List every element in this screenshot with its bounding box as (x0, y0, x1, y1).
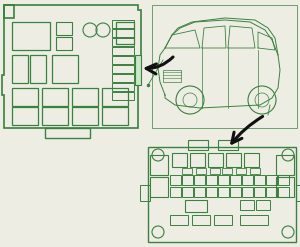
Bar (278, 187, 289, 197)
Bar (276, 155, 294, 175)
Bar (112, 74, 134, 82)
Bar (242, 175, 253, 185)
Bar (182, 187, 193, 197)
Bar (112, 20, 134, 28)
Bar (112, 47, 134, 55)
Bar (190, 153, 205, 167)
Bar (72, 88, 98, 106)
Bar (256, 200, 270, 210)
Bar (112, 56, 134, 64)
Bar (12, 88, 38, 106)
Bar (296, 185, 300, 201)
Bar (12, 22, 50, 50)
Bar (42, 107, 68, 125)
Bar (240, 215, 268, 225)
Bar (12, 55, 28, 83)
Bar (112, 92, 134, 100)
Bar (182, 168, 192, 174)
Bar (182, 175, 193, 185)
Bar (152, 5, 297, 128)
Bar (226, 153, 241, 167)
Bar (276, 177, 294, 197)
Bar (278, 175, 289, 185)
Bar (242, 187, 253, 197)
Bar (150, 177, 168, 197)
Bar (194, 175, 205, 185)
Bar (230, 187, 241, 197)
Bar (72, 107, 98, 125)
Bar (102, 107, 128, 125)
Bar (240, 200, 254, 210)
Bar (244, 153, 259, 167)
Bar (12, 107, 38, 125)
Bar (150, 155, 168, 175)
Bar (250, 168, 260, 174)
Bar (45, 128, 90, 138)
Bar (196, 168, 206, 174)
Bar (140, 185, 150, 201)
Bar (172, 153, 187, 167)
Bar (52, 55, 78, 83)
Bar (210, 168, 220, 174)
Bar (112, 83, 134, 91)
Bar (266, 175, 277, 185)
Bar (170, 215, 188, 225)
Bar (218, 140, 238, 150)
Bar (194, 187, 205, 197)
Bar (56, 22, 72, 35)
Bar (206, 187, 217, 197)
Bar (230, 175, 241, 185)
Bar (163, 70, 181, 82)
Bar (218, 187, 229, 197)
Bar (218, 175, 229, 185)
Bar (170, 175, 181, 185)
Bar (30, 55, 46, 83)
Bar (206, 175, 217, 185)
Bar (222, 168, 232, 174)
Bar (135, 55, 141, 85)
Bar (236, 168, 246, 174)
Bar (112, 65, 134, 73)
Bar (208, 153, 223, 167)
Bar (254, 175, 265, 185)
Bar (42, 88, 68, 106)
Bar (188, 140, 208, 150)
Bar (102, 88, 128, 106)
Bar (254, 187, 265, 197)
Bar (192, 215, 210, 225)
Bar (148, 147, 296, 242)
Bar (112, 38, 134, 46)
Bar (56, 37, 72, 50)
Bar (116, 22, 134, 44)
Bar (185, 200, 207, 212)
Bar (266, 187, 277, 197)
Bar (214, 215, 232, 225)
Bar (170, 187, 181, 197)
Bar (112, 29, 134, 37)
